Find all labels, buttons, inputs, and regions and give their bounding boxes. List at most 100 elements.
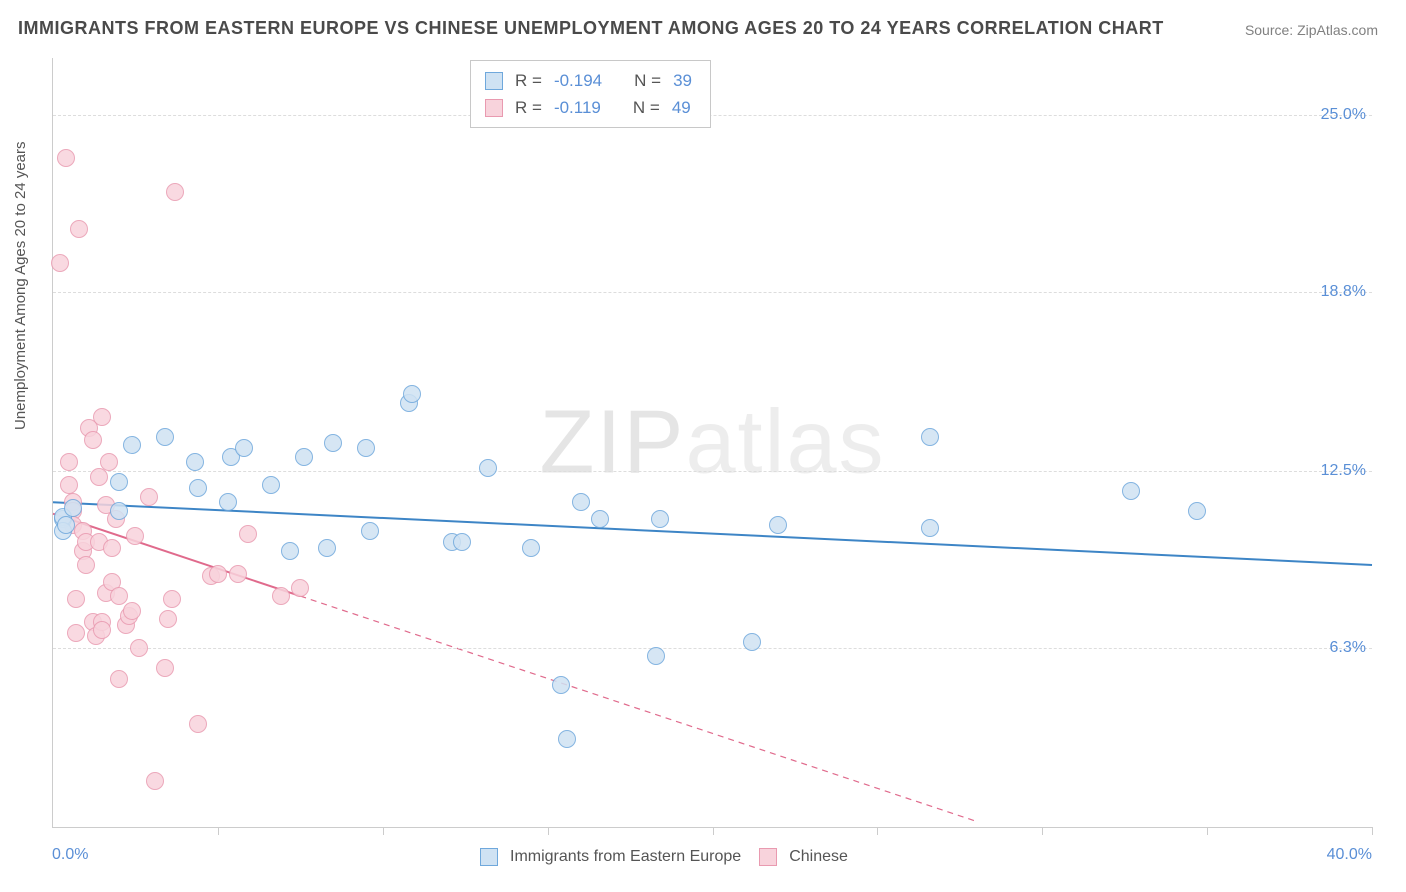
- data-point-pink: [51, 254, 69, 272]
- data-point-blue: [1188, 502, 1206, 520]
- data-point-pink: [70, 220, 88, 238]
- data-point-blue: [522, 539, 540, 557]
- chart-plot-area: ZIPatlas 6.3% 12.5% 18.8% 25.0%: [52, 58, 1372, 828]
- data-point-blue: [189, 479, 207, 497]
- data-point-pink: [93, 621, 111, 639]
- watermark-text-a: ZIP: [539, 392, 685, 492]
- n-value-pink: 49: [672, 94, 691, 121]
- y-tick-label: 6.3%: [1330, 639, 1366, 657]
- correlation-legend-row-blue: R = -0.194 N = 39: [485, 67, 696, 94]
- data-point-pink: [159, 610, 177, 628]
- swatch-pink: [759, 848, 777, 866]
- data-point-blue: [357, 439, 375, 457]
- x-tick: [218, 827, 219, 835]
- data-point-blue: [769, 516, 787, 534]
- data-point-pink: [103, 539, 121, 557]
- data-point-blue: [403, 385, 421, 403]
- watermark: ZIPatlas: [539, 391, 885, 494]
- data-point-pink: [229, 565, 247, 583]
- y-tick-label: 12.5%: [1321, 462, 1366, 480]
- data-point-pink: [156, 659, 174, 677]
- x-tick: [713, 827, 714, 835]
- data-point-blue: [57, 516, 75, 534]
- data-point-blue: [110, 502, 128, 520]
- r-value-pink: -0.119: [554, 94, 601, 121]
- series-legend: Immigrants from Eastern Europe Chinese: [480, 848, 848, 866]
- series-legend-item-blue: Immigrants from Eastern Europe: [480, 848, 741, 866]
- data-point-pink: [84, 431, 102, 449]
- data-point-blue: [572, 493, 590, 511]
- data-point-blue: [591, 510, 609, 528]
- data-point-pink: [57, 149, 75, 167]
- x-axis-min-label: 0.0%: [52, 846, 88, 864]
- swatch-blue: [480, 848, 498, 866]
- x-tick: [1042, 827, 1043, 835]
- r-label: R =: [515, 94, 542, 121]
- data-point-blue: [64, 499, 82, 517]
- data-point-pink: [67, 590, 85, 608]
- data-point-blue: [647, 647, 665, 665]
- y-axis-label: Unemployment Among Ages 20 to 24 years: [12, 141, 29, 430]
- data-point-blue: [921, 428, 939, 446]
- x-tick: [1207, 827, 1208, 835]
- data-point-pink: [272, 587, 290, 605]
- data-point-pink: [110, 670, 128, 688]
- data-point-blue: [743, 633, 761, 651]
- data-point-pink: [60, 476, 78, 494]
- page-title: IMMIGRANTS FROM EASTERN EUROPE VS CHINES…: [18, 18, 1164, 39]
- swatch-blue: [485, 72, 503, 90]
- n-label: N =: [634, 67, 661, 94]
- data-point-pink: [67, 624, 85, 642]
- data-point-pink: [163, 590, 181, 608]
- y-tick-label: 25.0%: [1321, 106, 1366, 124]
- x-tick: [383, 827, 384, 835]
- data-point-pink: [77, 556, 95, 574]
- series-legend-item-pink: Chinese: [759, 848, 848, 866]
- correlation-legend: R = -0.194 N = 39 R = -0.119 N = 49: [470, 60, 711, 128]
- data-point-pink: [209, 565, 227, 583]
- data-point-blue: [110, 473, 128, 491]
- data-point-pink: [110, 587, 128, 605]
- gridline: [53, 292, 1372, 293]
- data-point-blue: [295, 448, 313, 466]
- n-label: N =: [633, 94, 660, 121]
- data-point-pink: [126, 527, 144, 545]
- data-point-blue: [219, 493, 237, 511]
- y-tick-label: 18.8%: [1321, 283, 1366, 301]
- data-point-blue: [318, 539, 336, 557]
- data-point-blue: [1122, 482, 1140, 500]
- data-point-blue: [186, 453, 204, 471]
- data-point-pink: [291, 579, 309, 597]
- data-point-blue: [479, 459, 497, 477]
- data-point-pink: [239, 525, 257, 543]
- data-point-blue: [262, 476, 280, 494]
- data-point-pink: [146, 772, 164, 790]
- data-point-blue: [921, 519, 939, 537]
- data-point-pink: [140, 488, 158, 506]
- n-value-blue: 39: [673, 67, 692, 94]
- swatch-pink: [485, 99, 503, 117]
- x-tick: [877, 827, 878, 835]
- data-point-blue: [453, 533, 471, 551]
- data-point-pink: [166, 183, 184, 201]
- series-label-pink: Chinese: [789, 848, 848, 866]
- watermark-text-b: atlas: [685, 392, 885, 492]
- gridline: [53, 648, 1372, 649]
- data-point-pink: [123, 602, 141, 620]
- data-point-blue: [361, 522, 379, 540]
- series-label-blue: Immigrants from Eastern Europe: [510, 848, 741, 866]
- gridline: [53, 115, 1372, 116]
- source-attribution: Source: ZipAtlas.com: [1245, 22, 1378, 38]
- data-point-pink: [130, 639, 148, 657]
- data-point-pink: [189, 715, 207, 733]
- data-point-blue: [156, 428, 174, 446]
- x-axis-max-label: 40.0%: [1327, 846, 1372, 864]
- x-tick: [1372, 827, 1373, 835]
- gridline: [53, 471, 1372, 472]
- correlation-legend-row-pink: R = -0.119 N = 49: [485, 94, 696, 121]
- data-point-blue: [558, 730, 576, 748]
- x-tick: [548, 827, 549, 835]
- data-point-blue: [651, 510, 669, 528]
- data-point-pink: [100, 453, 118, 471]
- data-point-blue: [123, 436, 141, 454]
